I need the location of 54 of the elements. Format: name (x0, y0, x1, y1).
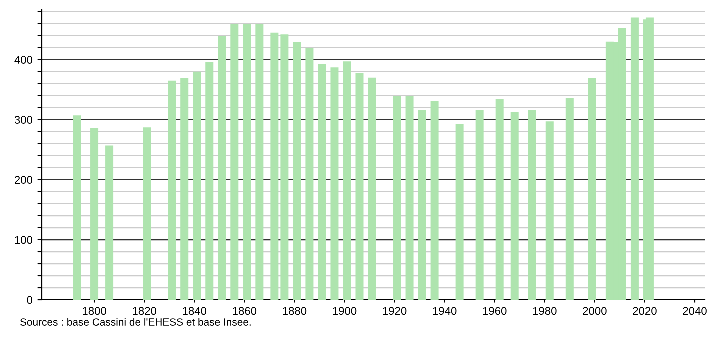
y-tick-label: 100 (15, 236, 33, 244)
bar (280, 34, 289, 300)
bar (256, 24, 264, 300)
x-tick-label: 1880 (283, 307, 307, 316)
x-tick-label: 1800 (83, 307, 106, 316)
bar (618, 28, 626, 300)
bar (243, 24, 252, 300)
bar (306, 48, 314, 300)
bar (456, 124, 464, 300)
source-note: Sources : base Cassini de l'EHESS et base Insee. (20, 318, 251, 326)
x-tick-label: 1960 (483, 307, 507, 316)
bar (193, 72, 202, 300)
bar (476, 110, 484, 300)
y-tick-label: 200 (14, 176, 33, 184)
bar (218, 36, 226, 300)
x-tick-label: 1820 (133, 307, 157, 316)
bar (418, 110, 426, 300)
x-tick-label: 2040 (683, 307, 707, 316)
bar (430, 101, 439, 300)
x-tick-label: 1840 (183, 307, 207, 316)
bar (368, 78, 376, 300)
bar (168, 80, 176, 300)
x-tick-label: 1920 (383, 307, 407, 316)
bar (180, 78, 189, 300)
x-tick-label: 1900 (333, 307, 357, 316)
bar (356, 73, 364, 300)
bar (546, 122, 554, 300)
bar (496, 99, 504, 300)
bar (318, 64, 326, 300)
bar (393, 96, 402, 300)
x-tick-label: 1980 (533, 307, 557, 316)
x-tick-label: 2020 (633, 307, 657, 316)
bar (73, 116, 82, 300)
y-tick-label: 400 (14, 56, 33, 64)
bar (293, 42, 302, 300)
bar (630, 18, 639, 300)
bar (106, 146, 114, 300)
bar (406, 96, 414, 300)
bar (330, 68, 339, 300)
bar (510, 112, 519, 300)
x-tick-label: 1940 (433, 307, 457, 316)
bar (230, 24, 239, 300)
bar (206, 62, 214, 300)
y-tick-label: 300 (14, 116, 33, 124)
y-tick-label: 0 (27, 296, 33, 304)
x-tick-label: 1860 (233, 307, 257, 316)
bar (566, 98, 574, 300)
bar (588, 78, 596, 300)
bar (143, 128, 152, 300)
bar (343, 62, 352, 300)
bar (90, 128, 99, 300)
bar (270, 32, 279, 300)
x-tick-label: 2000 (583, 307, 607, 316)
bar (528, 110, 536, 300)
